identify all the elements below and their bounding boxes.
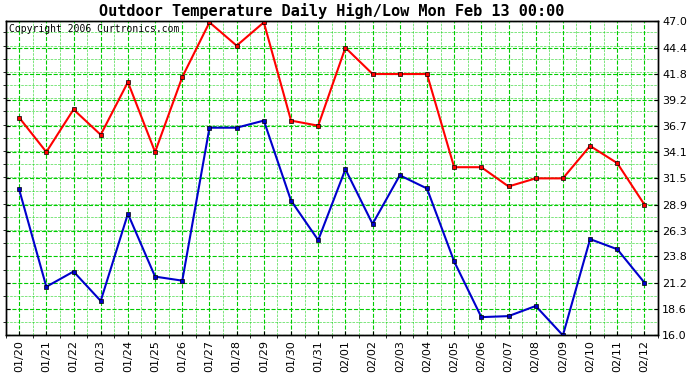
Text: Copyright 2006 Curtronics.com: Copyright 2006 Curtronics.com	[9, 24, 179, 34]
Title: Outdoor Temperature Daily High/Low Mon Feb 13 00:00: Outdoor Temperature Daily High/Low Mon F…	[99, 3, 564, 19]
